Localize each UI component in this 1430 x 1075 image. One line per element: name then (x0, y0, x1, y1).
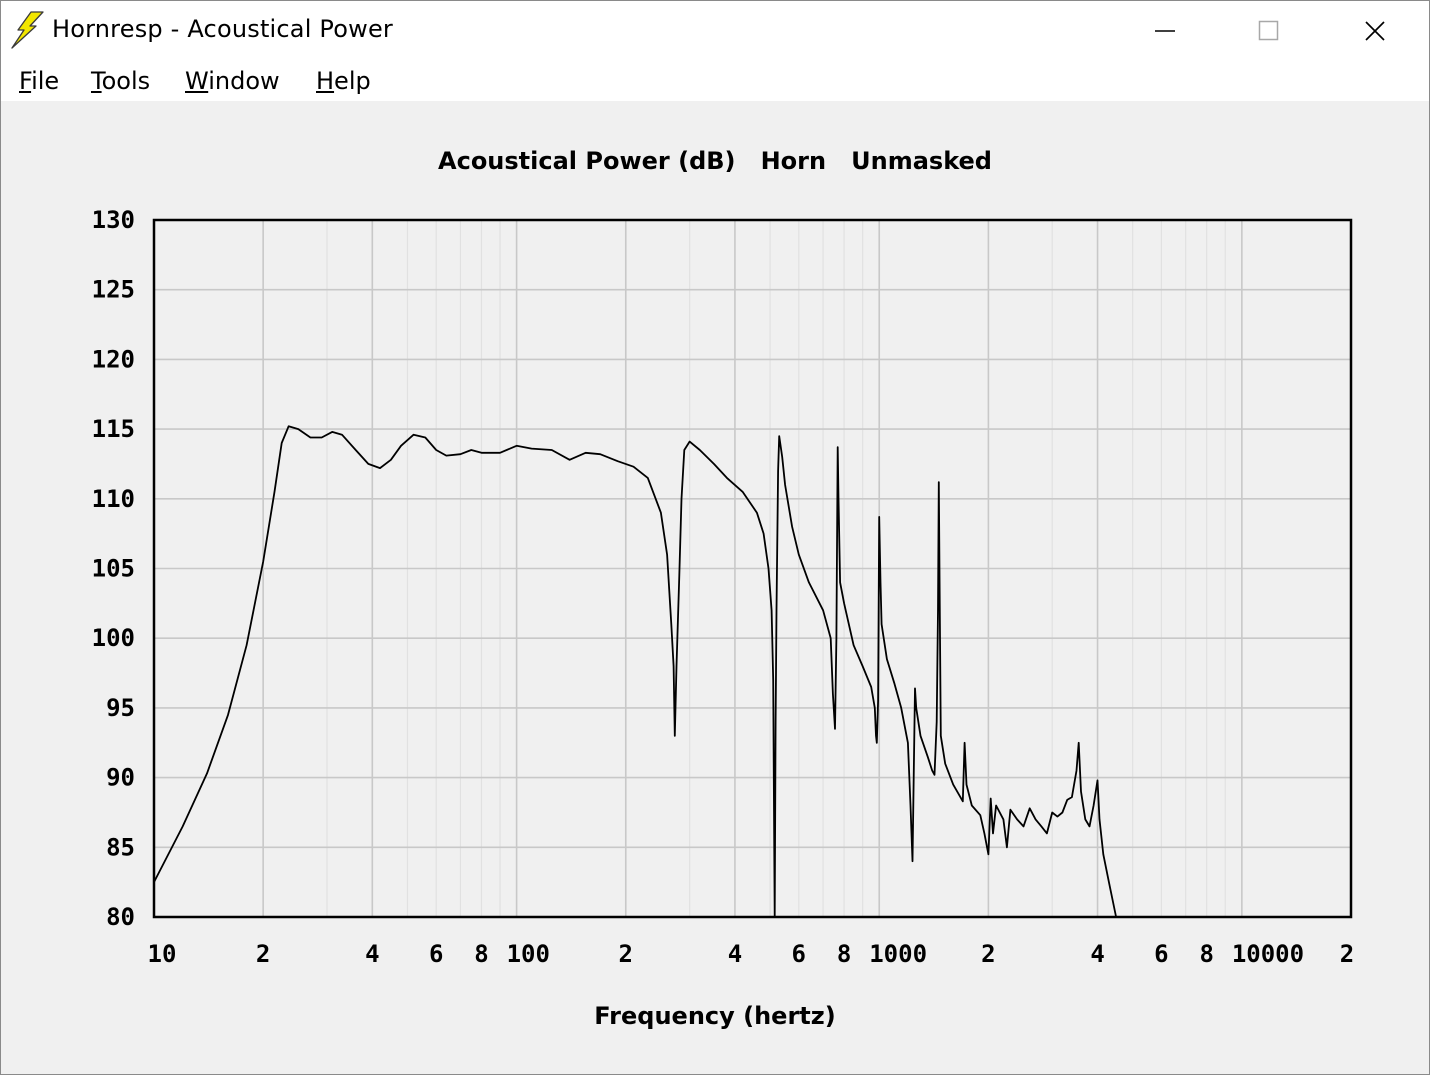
plot-frame (152, 218, 1353, 919)
close-button[interactable] (1323, 1, 1427, 61)
title-bar[interactable]: Hornresp - Acoustical Power (1, 1, 1429, 61)
x-tick-label: 8 (1199, 940, 1213, 968)
y-tick-label: 105 (92, 555, 135, 583)
x-tick-label: 6 (792, 940, 806, 968)
x-tick-label: 6 (429, 940, 443, 968)
menu-help[interactable]: Help (316, 67, 371, 95)
x-tick-label: 2 (619, 940, 633, 968)
x-tick-label: 8 (474, 940, 488, 968)
y-tick-label: 80 (106, 903, 135, 931)
x-tick-label: 2 (981, 940, 995, 968)
maximize-icon (1258, 20, 1279, 41)
lightning-bolt-icon (11, 11, 44, 49)
y-tick-label: 130 (92, 206, 135, 234)
x-tick-label: 4 (365, 940, 379, 968)
window-title: Hornresp - Acoustical Power (52, 15, 393, 43)
menu-window[interactable]: Window (185, 67, 280, 95)
y-tick-label: 125 (92, 276, 135, 304)
x-tick-label: 8 (837, 940, 851, 968)
x-axis-label: Frequency (hertz) (594, 1002, 836, 1030)
minimize-icon (1155, 30, 1175, 32)
menu-bar: File Tools Window Help (1, 61, 1429, 101)
x-tick-label: 10000 (1232, 940, 1304, 968)
y-tick-label: 85 (106, 833, 135, 861)
x-tick-label: 2 (1340, 940, 1354, 968)
y-tick-label: 110 (92, 485, 135, 513)
y-tick-label: 115 (92, 415, 135, 443)
maximize-button[interactable] (1217, 1, 1321, 61)
y-tick-label: 90 (106, 764, 135, 792)
close-icon (1365, 21, 1385, 41)
x-tick-label: 4 (1090, 940, 1104, 968)
menu-tools[interactable]: Tools (91, 67, 151, 95)
minimize-button[interactable] (1113, 1, 1217, 61)
x-tick-label: 2 (256, 940, 270, 968)
x-tick-label: 1000 (869, 940, 927, 968)
y-tick-label: 95 (106, 694, 135, 722)
power-response-line (153, 425, 1117, 918)
y-tick-label: 100 (92, 624, 135, 652)
x-tick-label: 4 (728, 940, 742, 968)
y-tick-label: 120 (92, 345, 135, 373)
x-tick-label: 100 (507, 940, 550, 968)
chart-title: Acoustical Power (dB) Horn Unmasked (438, 147, 992, 175)
menu-file[interactable]: File (19, 67, 60, 95)
x-tick-label: 6 (1154, 940, 1168, 968)
x-tick-label: 10 (148, 940, 177, 968)
